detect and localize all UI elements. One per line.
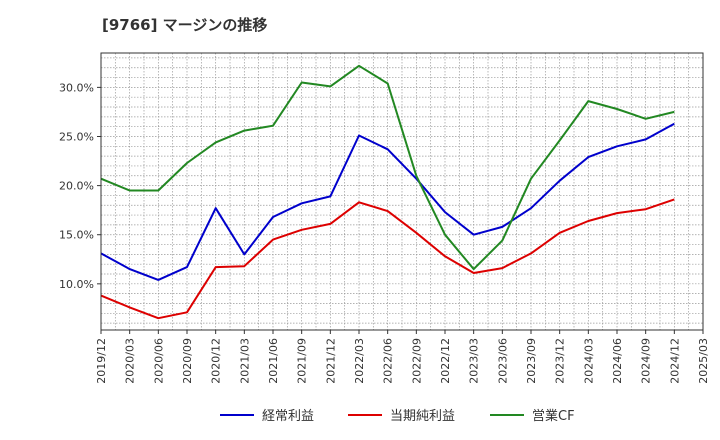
legend-label-2: 当期純利益: [390, 409, 455, 424]
x-tick-label: 2024/09: [640, 338, 653, 384]
legend-label-1: 経常利益: [262, 409, 314, 424]
x-tick-label: 2021/09: [296, 338, 309, 384]
x-tick-label: 2023/03: [468, 338, 481, 384]
y-tick-label: 30.0%: [59, 81, 94, 94]
x-tick-label: 2020/12: [210, 338, 223, 384]
chart-title: [9766] マージンの推移: [102, 16, 267, 34]
x-tick-label: 2020/09: [181, 338, 194, 384]
x-tick-label: 2025/03: [697, 338, 710, 384]
x-tick-label: 2019/12: [95, 338, 108, 384]
x-tick-label: 2023/06: [496, 338, 509, 384]
y-tick-label: 25.0%: [59, 130, 94, 143]
x-tick-label: 2021/12: [324, 338, 337, 384]
x-tick-label: 2022/09: [410, 338, 423, 384]
grid: [100, 53, 704, 330]
x-tick-label: 2024/12: [668, 338, 681, 384]
y-tick-label: 20.0%: [59, 180, 94, 193]
x-tick-label: 2022/12: [439, 338, 452, 384]
legend-label-3: 営業CF: [532, 408, 575, 424]
x-tick-label: 2021/06: [267, 338, 280, 384]
series-line-1: [100, 122, 675, 281]
x-tick-label: 2023/12: [554, 338, 567, 384]
legend: 経常利益 当期純利益 営業CF: [220, 408, 575, 424]
x-axis: 2019/12 2020/03 2020/06 2020/09 2020/12 2021/…: [95, 330, 710, 384]
x-tick-label: 2022/06: [382, 338, 395, 384]
y-tick-label: 15.0%: [59, 229, 94, 242]
x-tick-label: 2020/06: [152, 338, 165, 384]
series-layer: [100, 64, 675, 320]
series-line-2: [100, 198, 675, 320]
y-axis: 10.0% 15.0% 20.0% 25.0% 30.0%: [59, 81, 101, 291]
x-tick-label: 2021/03: [238, 338, 251, 384]
x-tick-label: 2023/09: [525, 338, 538, 384]
x-tick-label: 2022/03: [353, 338, 366, 384]
x-tick-label: 2020/03: [124, 338, 137, 384]
x-tick-label: 2024/03: [582, 338, 595, 384]
x-tick-label: 2024/06: [611, 338, 624, 384]
y-tick-label: 10.0%: [59, 278, 94, 291]
plot-frame: [100, 52, 704, 331]
series-line-3: [100, 64, 675, 271]
